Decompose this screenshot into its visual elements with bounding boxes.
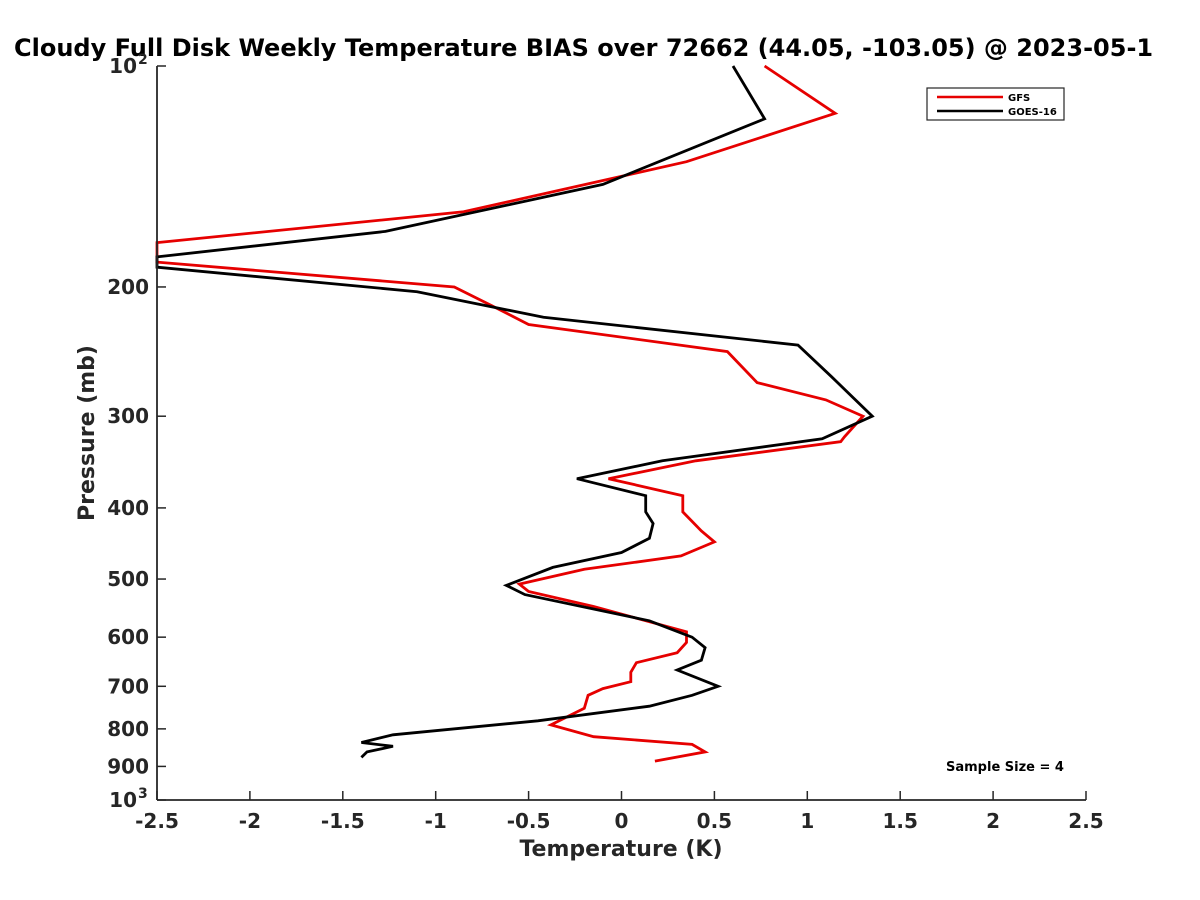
- y-tick-label: 500: [107, 567, 149, 591]
- x-tick-label: 1: [800, 809, 814, 833]
- sample-size-annotation: Sample Size = 4: [946, 760, 1064, 775]
- y-tick-label: 800: [107, 717, 149, 741]
- y-axis-label: Pressure (mb): [75, 345, 100, 521]
- series-line-gfs: [155, 64, 866, 763]
- x-tick-label: -1: [425, 809, 447, 833]
- y-tick-label: 200: [107, 275, 149, 299]
- plot-area: -2.5 -2 -1.5 -1 -0.5 0 0.5 1 1.5 2 2.5 10 220030040…: [107, 52, 1103, 833]
- series-layer: [155, 64, 875, 763]
- series-line-goes16: [155, 65, 875, 759]
- legend-box: [926, 87, 1065, 121]
- legend-label-gfs: GFS: [1008, 93, 1030, 104]
- legend-label-goes16: GOES-16: [1008, 107, 1057, 118]
- y-tick-label: 700: [107, 674, 149, 698]
- x-tick-label: 2.5: [1068, 809, 1103, 833]
- y-tick-label: 300: [107, 404, 149, 428]
- y-tick-label-exponent: 3: [138, 786, 148, 802]
- x-tick-label: 2: [986, 809, 1000, 833]
- x-tick-label: -2.5: [135, 809, 179, 833]
- y-tick-label-base: 10: [109, 54, 137, 78]
- y-tick-label: 900: [107, 754, 149, 778]
- y-tick-label: 10: [109, 788, 137, 812]
- x-tick-label: 0: [615, 809, 629, 833]
- legend: GFS GOES-16: [926, 87, 1065, 121]
- y-tick-label-exponent: 2: [138, 52, 148, 68]
- x-tick-label: 1.5: [882, 809, 917, 833]
- x-tick-label: -0.5: [507, 809, 551, 833]
- x-axis-label: Temperature (K): [519, 837, 722, 862]
- x-tick-label: -1.5: [321, 809, 365, 833]
- x-tick-label: -2: [239, 809, 261, 833]
- chart-title: Cloudy Full Disk Weekly Temperature BIAS…: [14, 34, 1153, 62]
- x-tick-label: 0.5: [697, 809, 732, 833]
- y-tick-label: 10: [109, 54, 137, 78]
- x-axis-ticks: -2.5 -2 -1.5 -1 -0.5 0 0.5 1 1.5 2 2.5: [135, 791, 1104, 833]
- y-tick-label: 400: [107, 496, 149, 520]
- y-tick-label: 600: [107, 625, 149, 649]
- y-tick-label-base: 10: [109, 788, 137, 812]
